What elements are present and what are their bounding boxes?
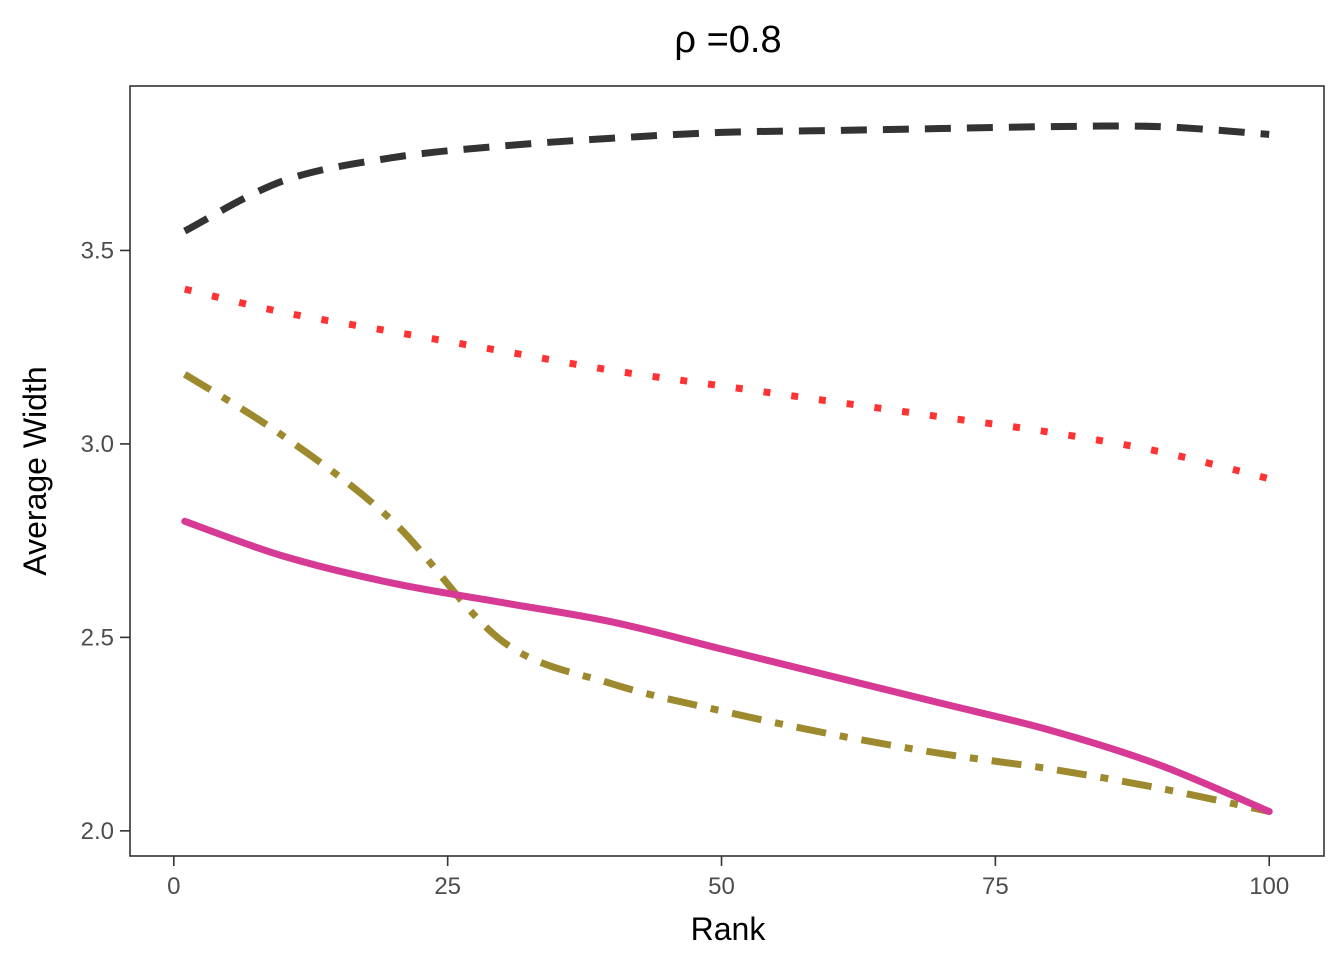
x-axis: 0 25 50 75 100: [167, 856, 1289, 900]
x-tick-label: 50: [708, 873, 735, 900]
x-tick-label: 75: [982, 873, 1009, 900]
chart-title: ρ =0.8: [674, 19, 781, 61]
x-tick-label: 25: [434, 873, 461, 900]
y-tick-label: 2.5: [81, 624, 114, 651]
y-tick-label: 3.5: [81, 237, 114, 264]
x-tick-label: 100: [1249, 873, 1289, 900]
y-tick-label: 2.0: [81, 818, 114, 845]
x-axis-label: Rank: [691, 911, 767, 947]
y-axis-label: Average Width: [17, 366, 53, 575]
series-line-dashed-black: [183, 122, 1270, 235]
series-line-solid-magenta: [181, 517, 1273, 815]
series-layer: [181, 122, 1273, 815]
series-line-dashdot-olive: [182, 371, 1270, 815]
y-axis: 2.0 2.5 3.0 3.5: [81, 237, 130, 845]
plot-panel: [129, 85, 1325, 857]
x-tick-label: 0: [167, 873, 180, 900]
y-tick-label: 3.0: [81, 431, 114, 458]
